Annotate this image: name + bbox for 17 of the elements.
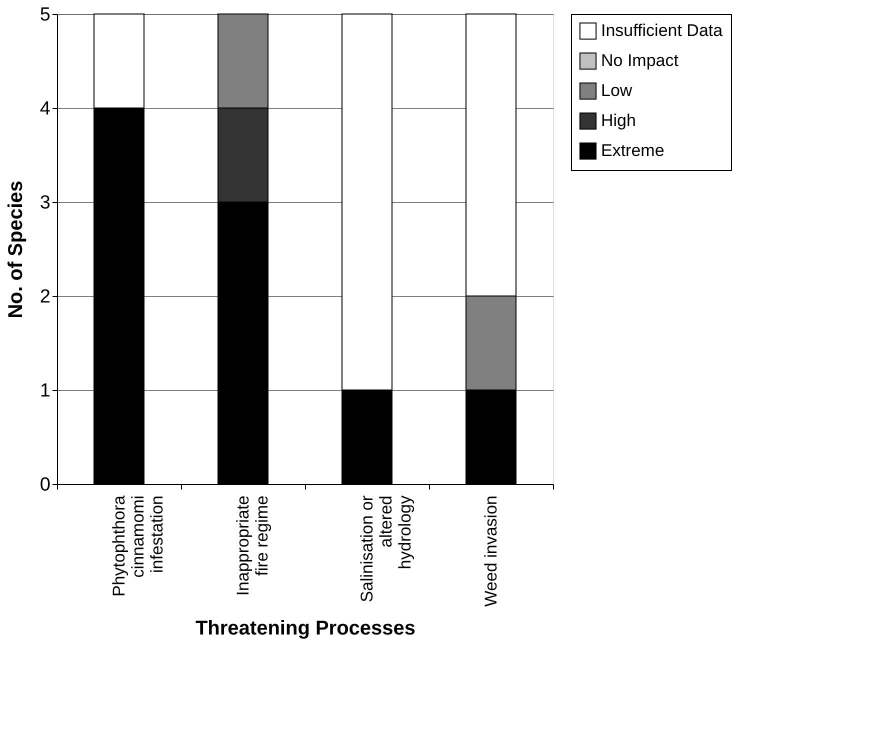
y-tick-label: 5 xyxy=(40,4,50,26)
legend-label: High xyxy=(601,111,636,130)
x-tick-label: Inappropriate fire regime xyxy=(234,496,272,596)
x-axis-title: Threatening Processes xyxy=(195,618,416,640)
y-tick-label: 3 xyxy=(40,192,50,214)
legend-label: Low xyxy=(601,81,633,100)
y-tick-label: 1 xyxy=(40,380,50,402)
x-tick-label: Weed invasion xyxy=(482,496,500,607)
y-axis-title: No. of Species xyxy=(4,180,27,318)
y-tick-label: 4 xyxy=(40,98,51,120)
x-tick-label: Salinisation or altered hydrology xyxy=(358,495,414,602)
legend-label: Extreme xyxy=(601,141,664,160)
y-tick-label: 0 xyxy=(40,474,50,496)
x-tick-label: Phytophthora cinnamomi infestation xyxy=(110,494,166,597)
legend-label: Insufficient Data xyxy=(601,21,724,40)
y-tick-label: 2 xyxy=(40,286,50,308)
legend-label: No Impact xyxy=(601,51,679,70)
